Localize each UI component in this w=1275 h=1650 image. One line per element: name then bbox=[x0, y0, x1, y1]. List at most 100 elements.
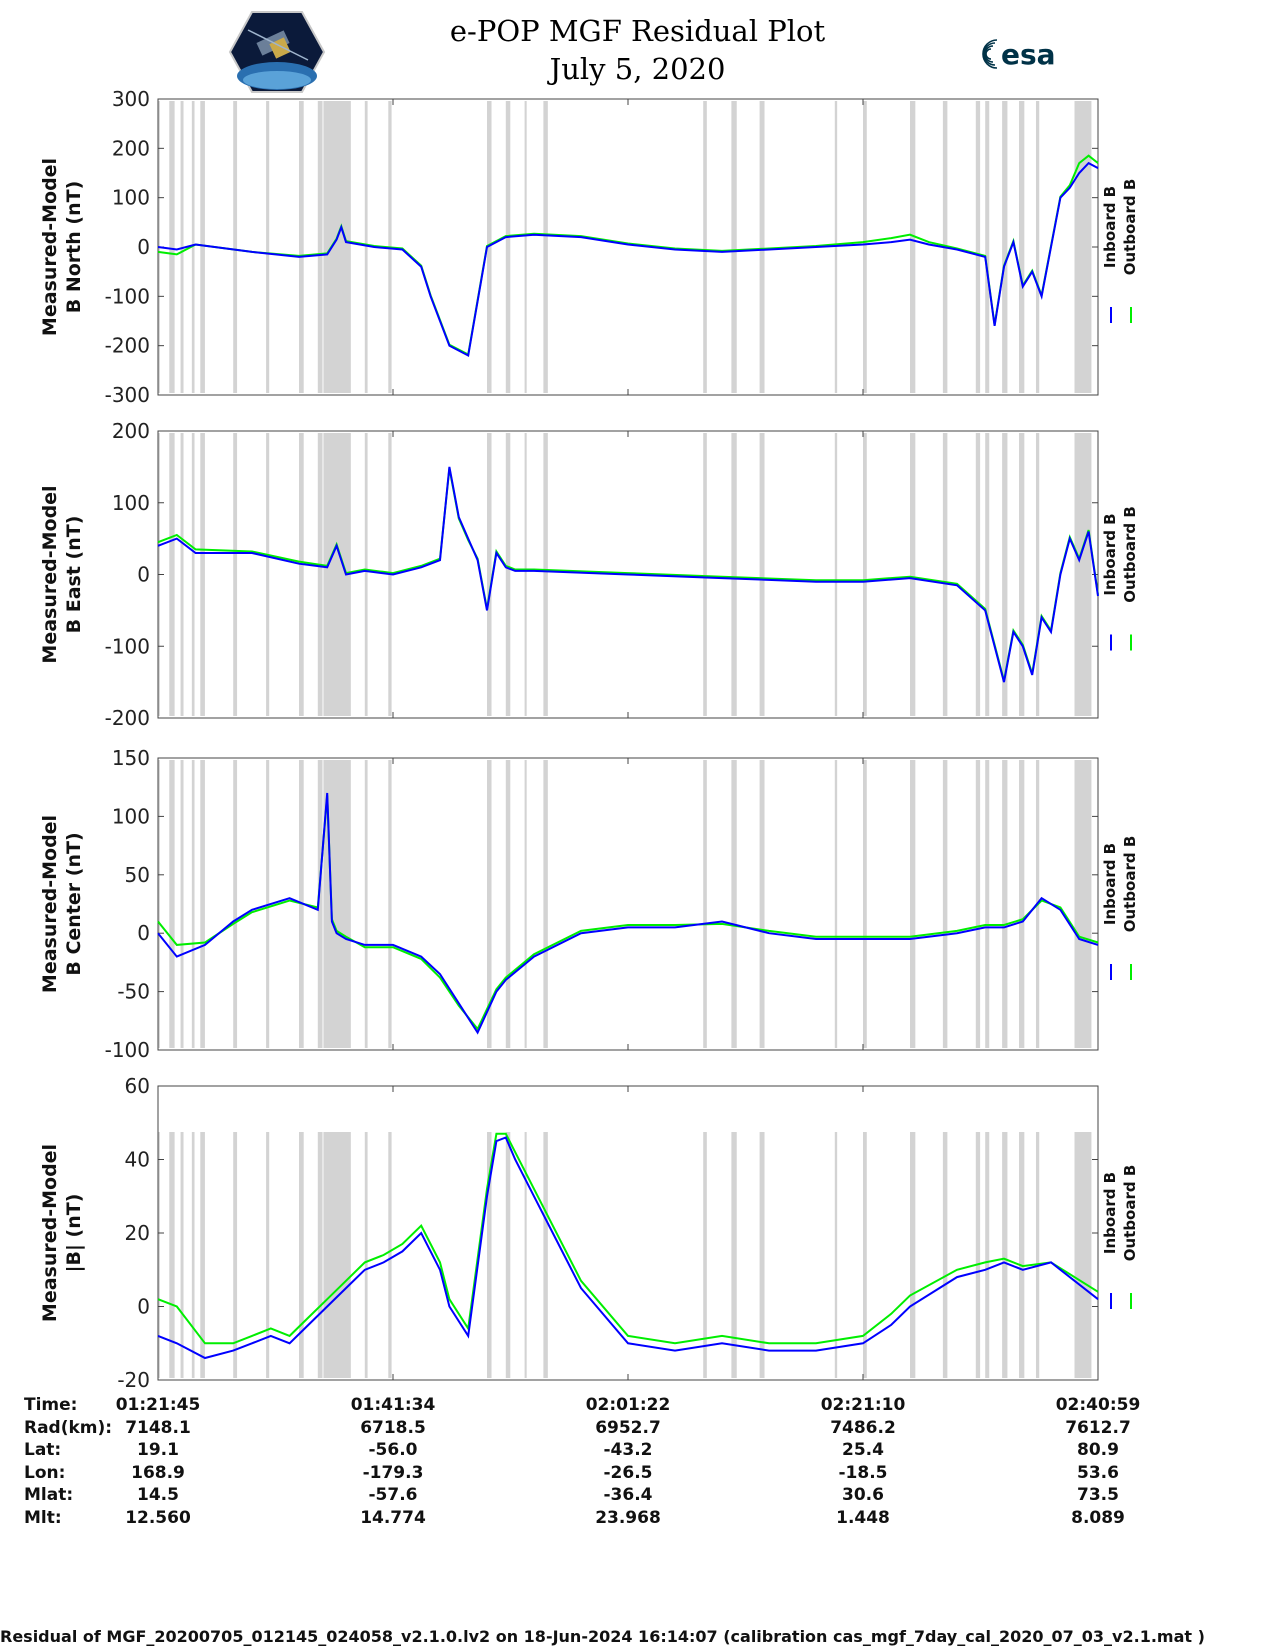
data-gap-band bbox=[975, 760, 981, 1048]
data-gap-band bbox=[1019, 760, 1025, 1048]
data-gap-band bbox=[299, 433, 304, 716]
data-gap-band bbox=[975, 1132, 981, 1378]
data-gap-band bbox=[985, 101, 990, 393]
data-gap-band bbox=[299, 101, 304, 393]
data-gap-band bbox=[1002, 433, 1008, 716]
data-gap-band bbox=[266, 101, 270, 393]
data-gap-band bbox=[364, 760, 368, 1048]
data-gap-band bbox=[863, 433, 867, 716]
y-tick-label: -100 bbox=[105, 1038, 150, 1062]
data-gap-band bbox=[317, 433, 323, 716]
data-gap-band bbox=[543, 101, 548, 393]
info-cell: 6718.5 bbox=[360, 1417, 426, 1438]
data-gap-band bbox=[191, 760, 195, 1048]
info-row-label: Time: bbox=[24, 1395, 78, 1415]
y-axis-label: Measured-Model bbox=[39, 158, 61, 336]
panel-4: 60 40 20 0 -20 Measured-Model |B| (nT) Inboard … bbox=[39, 1074, 1139, 1392]
data-gap-band bbox=[1077, 1132, 1092, 1378]
y-tick-label: 100 bbox=[112, 804, 150, 828]
info-cell: 6952.7 bbox=[595, 1417, 661, 1438]
data-gap-band bbox=[863, 1132, 867, 1378]
info-cell: 168.9 bbox=[131, 1462, 185, 1483]
y-tick-label: 20 bbox=[125, 1221, 150, 1245]
data-gap-band bbox=[487, 433, 492, 716]
data-gap-band bbox=[191, 101, 195, 393]
data-gap-band bbox=[317, 1132, 323, 1378]
legend-label: Outboard B bbox=[1121, 506, 1139, 603]
series-inboard-line bbox=[157, 466, 1099, 683]
info-cell: 14.5 bbox=[137, 1485, 179, 1506]
data-gap-band bbox=[731, 1132, 737, 1378]
data-gap-band bbox=[731, 760, 737, 1048]
info-cell: -43.2 bbox=[603, 1440, 653, 1461]
y-tick-label: 200 bbox=[112, 136, 150, 160]
footer-caption: Residual of MGF_20200705_012145_024058_v… bbox=[0, 1627, 1205, 1646]
data-gap-band bbox=[505, 433, 511, 716]
data-gap-band bbox=[975, 433, 981, 716]
info-cell: 53.6 bbox=[1077, 1462, 1119, 1483]
data-gap-band bbox=[200, 433, 205, 716]
data-gap-band bbox=[1035, 1132, 1040, 1378]
legend-label: Outboard B bbox=[1121, 1165, 1139, 1262]
data-gap-band bbox=[266, 1132, 270, 1378]
data-gap-band bbox=[985, 760, 990, 1048]
data-gap-band bbox=[364, 433, 368, 716]
chart-date: July 5, 2020 bbox=[549, 52, 726, 86]
data-gap-band bbox=[543, 1132, 548, 1378]
legend-label: Inboard B bbox=[1101, 843, 1119, 925]
data-gap-band bbox=[233, 433, 238, 716]
info-cell: -26.5 bbox=[603, 1462, 653, 1483]
info-cell: 73.5 bbox=[1077, 1485, 1119, 1506]
y-tick-label: -20 bbox=[117, 1368, 150, 1392]
data-gap-band bbox=[487, 760, 492, 1048]
data-gap-band bbox=[731, 101, 737, 393]
data-gap-band bbox=[703, 760, 707, 1048]
info-cell: 30.6 bbox=[842, 1485, 884, 1506]
data-gap-band bbox=[1002, 1132, 1008, 1378]
data-gap-band bbox=[191, 433, 195, 716]
data-gap-band bbox=[985, 1132, 990, 1378]
info-cell: 02:21:10 bbox=[820, 1395, 906, 1415]
info-row-label: Lon: bbox=[24, 1462, 66, 1483]
data-gap-band bbox=[169, 433, 175, 716]
info-cell: 7612.7 bbox=[1065, 1417, 1131, 1438]
data-gap-band bbox=[759, 760, 765, 1048]
y-tick-label: 100 bbox=[112, 491, 150, 515]
data-gap-band bbox=[1074, 101, 1078, 393]
data-gap-band bbox=[1002, 760, 1008, 1048]
data-gap-band bbox=[910, 433, 916, 716]
data-gap-band bbox=[180, 760, 184, 1048]
y-tick-label: 300 bbox=[112, 87, 150, 111]
series-inboard-line bbox=[157, 161, 1099, 358]
info-cell: -57.6 bbox=[368, 1485, 418, 1506]
data-gap-band bbox=[910, 760, 916, 1048]
y-axis-label: Measured-Model bbox=[39, 815, 61, 993]
y-tick-label: 0 bbox=[137, 563, 150, 587]
data-gap-band bbox=[524, 760, 527, 1048]
legend-label: Inboard B bbox=[1101, 513, 1119, 595]
data-gap-band bbox=[834, 1132, 838, 1378]
panel-1: 300 200 100 0 -100 -200 -300 Measured-Model B No… bbox=[39, 87, 1139, 407]
esa-logo: esa bbox=[982, 38, 1056, 71]
legend-label: Inboard B bbox=[1101, 186, 1119, 268]
series-outboard-line bbox=[157, 795, 1099, 1031]
data-gap-band bbox=[1074, 1132, 1078, 1378]
data-gap-band bbox=[703, 1132, 707, 1378]
series-outboard-line bbox=[157, 1132, 1099, 1345]
info-cell: -179.3 bbox=[362, 1462, 424, 1483]
data-gap-band bbox=[1077, 760, 1092, 1048]
y-tick-label: 100 bbox=[112, 186, 150, 210]
y-tick-label: 200 bbox=[112, 419, 150, 443]
data-gap-band bbox=[731, 433, 737, 716]
info-cell: 01:21:45 bbox=[115, 1395, 201, 1415]
data-gap-band bbox=[180, 1132, 184, 1378]
data-gap-band bbox=[158, 1132, 160, 1378]
info-cell: 02:01:22 bbox=[585, 1395, 671, 1415]
y-tick-label: 150 bbox=[112, 746, 150, 770]
data-gap-band bbox=[169, 1132, 175, 1378]
info-cell: 19.1 bbox=[137, 1440, 179, 1461]
info-cell: 7148.1 bbox=[125, 1417, 191, 1438]
data-gap-band bbox=[323, 101, 351, 393]
series-inboard-line bbox=[157, 792, 1099, 1035]
